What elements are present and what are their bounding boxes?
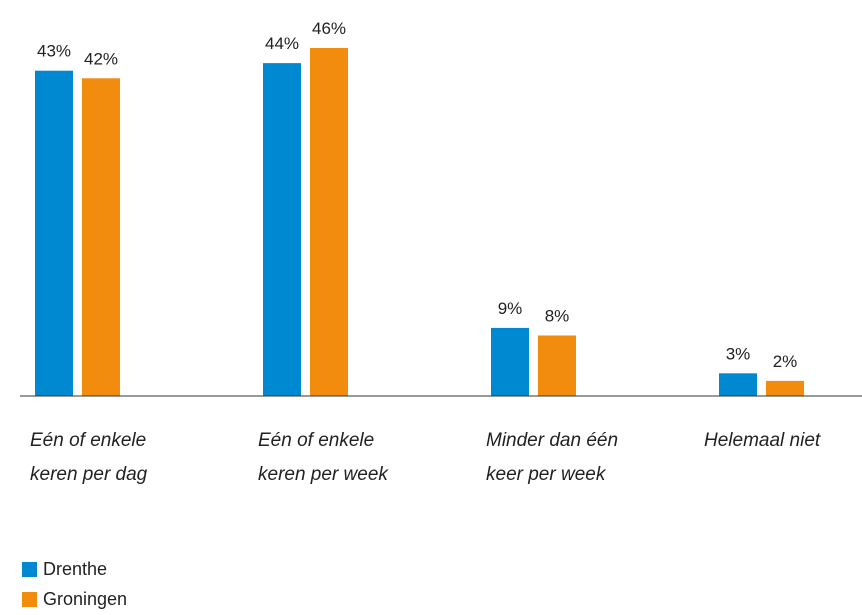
legend-label: Groningen <box>43 589 128 609</box>
category-label: Helemaal niet <box>704 430 821 451</box>
legend-item: Groningen <box>22 589 127 610</box>
bar <box>35 70 73 397</box>
value-label: 43% <box>37 42 71 61</box>
bar <box>82 78 120 397</box>
category-label: Minder dan één keer per week <box>486 430 619 485</box>
bar <box>538 335 576 396</box>
legend-swatch <box>22 562 37 577</box>
category-label: Eén of enkele keren per dag <box>30 430 148 485</box>
value-label: 9% <box>498 299 523 318</box>
value-label: 46% <box>312 19 346 38</box>
bar <box>719 373 757 396</box>
legend-label: Drenthe <box>43 559 108 579</box>
value-label: 42% <box>84 49 118 68</box>
bar <box>766 380 804 396</box>
value-label: 3% <box>726 344 751 363</box>
bar <box>263 63 301 397</box>
legend-item: Drenthe <box>22 559 107 580</box>
value-label: 44% <box>265 34 299 53</box>
value-label: 8% <box>545 306 570 325</box>
bar <box>310 48 348 396</box>
value-label: 2% <box>773 352 798 371</box>
bar <box>491 327 529 396</box>
legend-swatch <box>22 592 37 607</box>
category-label: Eén of enkele keren per week <box>258 430 388 485</box>
